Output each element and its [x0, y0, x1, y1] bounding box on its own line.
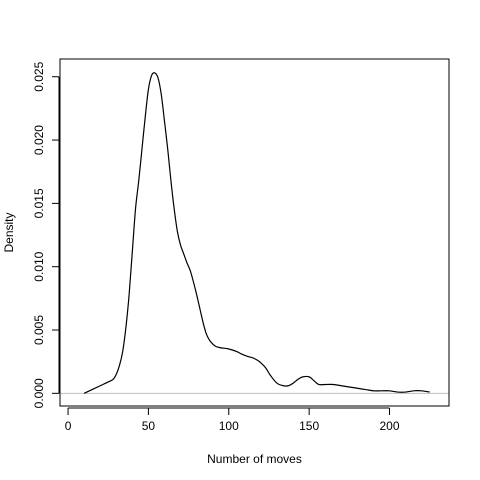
- x-axis-title: Number of moves: [207, 452, 302, 466]
- density-curve: [83, 72, 430, 394]
- y-tick-label: 0.005: [32, 315, 46, 345]
- y-axis: 0.000 0.005 0.010 0.015 0.020 0.025: [32, 61, 60, 408]
- x-tick-label: 150: [299, 419, 319, 433]
- y-tick-label: 0.015: [32, 188, 46, 218]
- y-tick-label: 0.010: [32, 251, 46, 281]
- plot-frame: [59, 58, 450, 407]
- x-tick-label: 50: [142, 419, 156, 433]
- y-tick-label: 0.020: [32, 125, 46, 155]
- y-tick-label: 0.000: [32, 378, 46, 408]
- y-axis-title: Density: [2, 212, 16, 252]
- x-tick-label: 0: [65, 419, 72, 433]
- x-tick-label: 200: [380, 419, 400, 433]
- x-axis: 0 50 100 150 200: [65, 407, 400, 433]
- x-tick-label: 100: [219, 419, 239, 433]
- y-tick-label: 0.025: [32, 61, 46, 91]
